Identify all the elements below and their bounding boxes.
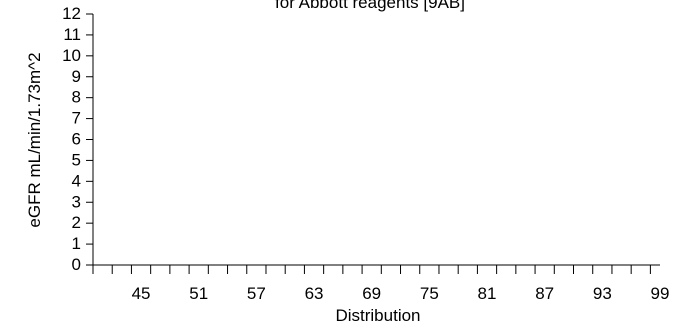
x-tick-label: 75 (420, 284, 439, 303)
x-tick-label: 93 (593, 284, 612, 303)
x-ticks: 45 51 57 63 69 75 81 87 93 99 (92, 265, 670, 303)
x-tick-label: 63 (305, 284, 324, 303)
x-tick-label: 57 (247, 284, 266, 303)
y-tick-label: 8 (72, 88, 81, 107)
y-tick-label: 4 (72, 171, 81, 190)
x-tick-label: 81 (478, 284, 497, 303)
chart-title: for Abbott reagents [9AB] (275, 0, 465, 12)
x-axis-label: Distribution (335, 306, 420, 325)
y-tick-label: 6 (72, 130, 81, 149)
x-tick-label: 45 (132, 284, 151, 303)
y-tick-label: 9 (72, 67, 81, 86)
y-tick-label: 11 (63, 25, 81, 44)
y-tick-label: 0 (72, 255, 81, 274)
y-tick-label: 2 (72, 213, 81, 232)
y-tick-label: 12 (62, 4, 81, 23)
y-tick-label: 10 (62, 46, 81, 65)
x-tick-label: 69 (362, 284, 381, 303)
x-tick-label: 51 (189, 284, 208, 303)
y-tick-label: 3 (72, 192, 81, 211)
y-tick-label: 1 (72, 234, 81, 253)
x-tick-label: 87 (535, 284, 554, 303)
y-tick-label: 5 (72, 150, 81, 169)
y-axis-label: eGFR mL/min/1.73m^2 (25, 52, 44, 227)
x-tick-label: 99 (651, 284, 670, 303)
y-tick-label: 7 (72, 109, 81, 128)
